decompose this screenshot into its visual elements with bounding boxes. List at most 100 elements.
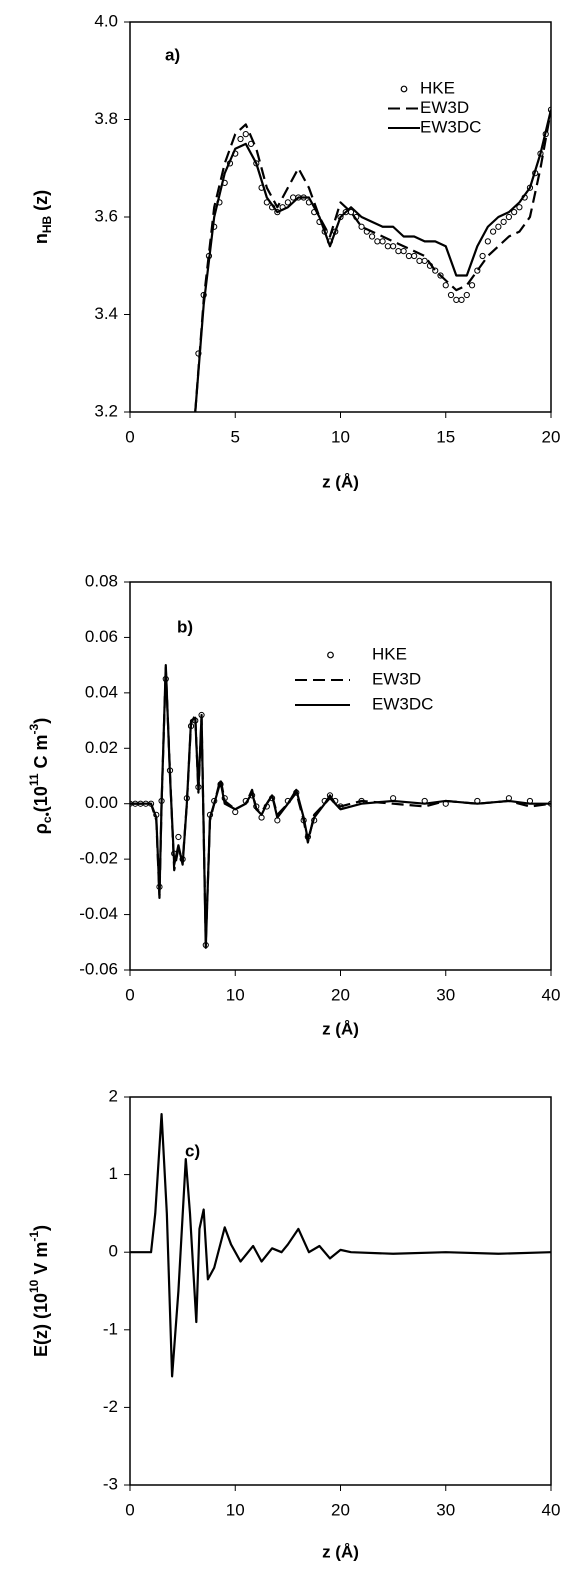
y-axis-label-part: ): [31, 718, 51, 724]
y-axis-label: ρc•(1011 C m-3): [27, 718, 54, 834]
y-tick-label: -0.02: [79, 849, 118, 868]
data-point: [490, 228, 497, 235]
data-line: [194, 109, 551, 412]
x-tick-label: 15: [436, 427, 455, 446]
x-tick-label: 40: [542, 985, 561, 1004]
y-axis-label-part: c•: [40, 812, 54, 823]
data-point: [421, 257, 428, 264]
data-line: [130, 664, 551, 949]
data-point: [468, 282, 476, 289]
data-point: [484, 238, 491, 245]
data-point: [237, 135, 244, 143]
legend-label: EW3DC: [420, 117, 481, 136]
legend-label: EW3D: [372, 669, 421, 688]
y-axis-label-part: ρ: [31, 823, 51, 834]
panel-label: a): [165, 45, 180, 64]
data-point: [416, 257, 423, 264]
y-tick-label: 3.8: [94, 109, 118, 128]
y-tick-label: 3.4: [94, 304, 118, 323]
data-point: [379, 238, 386, 245]
data-point: [447, 291, 455, 299]
y-tick-label: -3: [103, 1474, 118, 1493]
data-point: [175, 833, 182, 841]
x-tick-label: 0: [125, 427, 134, 446]
x-tick-label: 10: [226, 1500, 245, 1519]
y-tick-label: 2: [109, 1086, 118, 1105]
data-line: [130, 1112, 551, 1378]
y-axis-label-part: (10: [31, 786, 51, 812]
data-point: [347, 209, 355, 216]
data-point: [495, 223, 502, 230]
y-axis-label-part: -3: [27, 723, 41, 734]
y-axis-label: E(z) (1010 V m-1): [27, 1225, 51, 1357]
data-line: [194, 109, 551, 412]
data-point: [463, 291, 470, 299]
x-tick-label: 0: [125, 985, 134, 1004]
data-point: [284, 199, 291, 206]
x-tick-label: 20: [542, 427, 561, 446]
legend-marker: [400, 85, 408, 93]
data-point: [479, 252, 486, 260]
panel-label: b): [177, 617, 193, 636]
y-tick-label: 0.06: [85, 627, 118, 646]
y-tick-label: 0.04: [85, 682, 118, 701]
y-tick-label: 3.6: [94, 206, 118, 225]
x-axis-label: z (Å): [322, 1542, 359, 1561]
y-tick-label: -1: [103, 1319, 118, 1338]
data-point: [384, 243, 391, 250]
y-tick-label: 0.02: [85, 738, 118, 757]
y-axis-label-part: ): [31, 1225, 51, 1231]
data-point: [374, 238, 381, 245]
y-tick-label: 0.08: [85, 571, 118, 590]
data-point: [442, 282, 449, 289]
data-point: [368, 233, 376, 240]
y-axis-label-part: 11: [27, 773, 41, 786]
data-point: [516, 204, 523, 211]
data-point: [453, 296, 460, 303]
plot-frame: [129, 21, 552, 413]
x-tick-label: 20: [331, 1500, 350, 1519]
y-tick-label: 1: [109, 1164, 118, 1183]
data-point: [505, 213, 512, 221]
y-axis-label-part: -1: [27, 1231, 41, 1242]
y-tick-label: -2: [103, 1397, 118, 1416]
data-point: [390, 243, 397, 250]
y-axis-label-part: C m: [31, 734, 51, 773]
y-axis-label-part: (z): [31, 190, 51, 216]
data-point: [405, 252, 413, 260]
x-axis-label: z (Å): [322, 1019, 359, 1038]
marker-group: [195, 106, 551, 357]
y-axis-label-part: n: [31, 233, 51, 244]
data-point: [242, 131, 249, 138]
y-axis-label-part: V m: [31, 1242, 51, 1280]
data-point: [411, 252, 418, 260]
y-axis-label: nHB (z): [31, 190, 54, 244]
y-axis-label-part: HB: [40, 216, 54, 234]
legend-label: EW3DC: [372, 694, 433, 713]
data-point: [395, 248, 402, 255]
legend-label: EW3D: [420, 98, 469, 117]
y-tick-label: -0.06: [79, 959, 118, 978]
data-point: [358, 223, 365, 230]
legend-marker: [327, 651, 334, 659]
x-tick-label: 5: [231, 427, 240, 446]
legend-label: HKE: [420, 78, 455, 97]
data-point: [500, 218, 507, 225]
x-tick-label: 10: [226, 985, 245, 1004]
data-point: [458, 296, 465, 303]
y-tick-label: 3.2: [94, 401, 118, 420]
plot-frame: [129, 1096, 552, 1486]
data-point: [400, 248, 407, 255]
x-tick-label: 30: [436, 1500, 455, 1519]
y-axis-label-part: E(z) (10: [31, 1293, 51, 1357]
x-tick-label: 30: [436, 985, 455, 1004]
x-tick-label: 40: [542, 1500, 561, 1519]
x-tick-label: 20: [331, 985, 350, 1004]
x-tick-label: 0: [125, 1500, 134, 1519]
legend-label: HKE: [372, 644, 407, 663]
data-point: [511, 209, 518, 216]
plot-frame: [129, 581, 552, 971]
marker-group: [130, 675, 551, 949]
y-tick-label: 0.00: [85, 793, 118, 812]
